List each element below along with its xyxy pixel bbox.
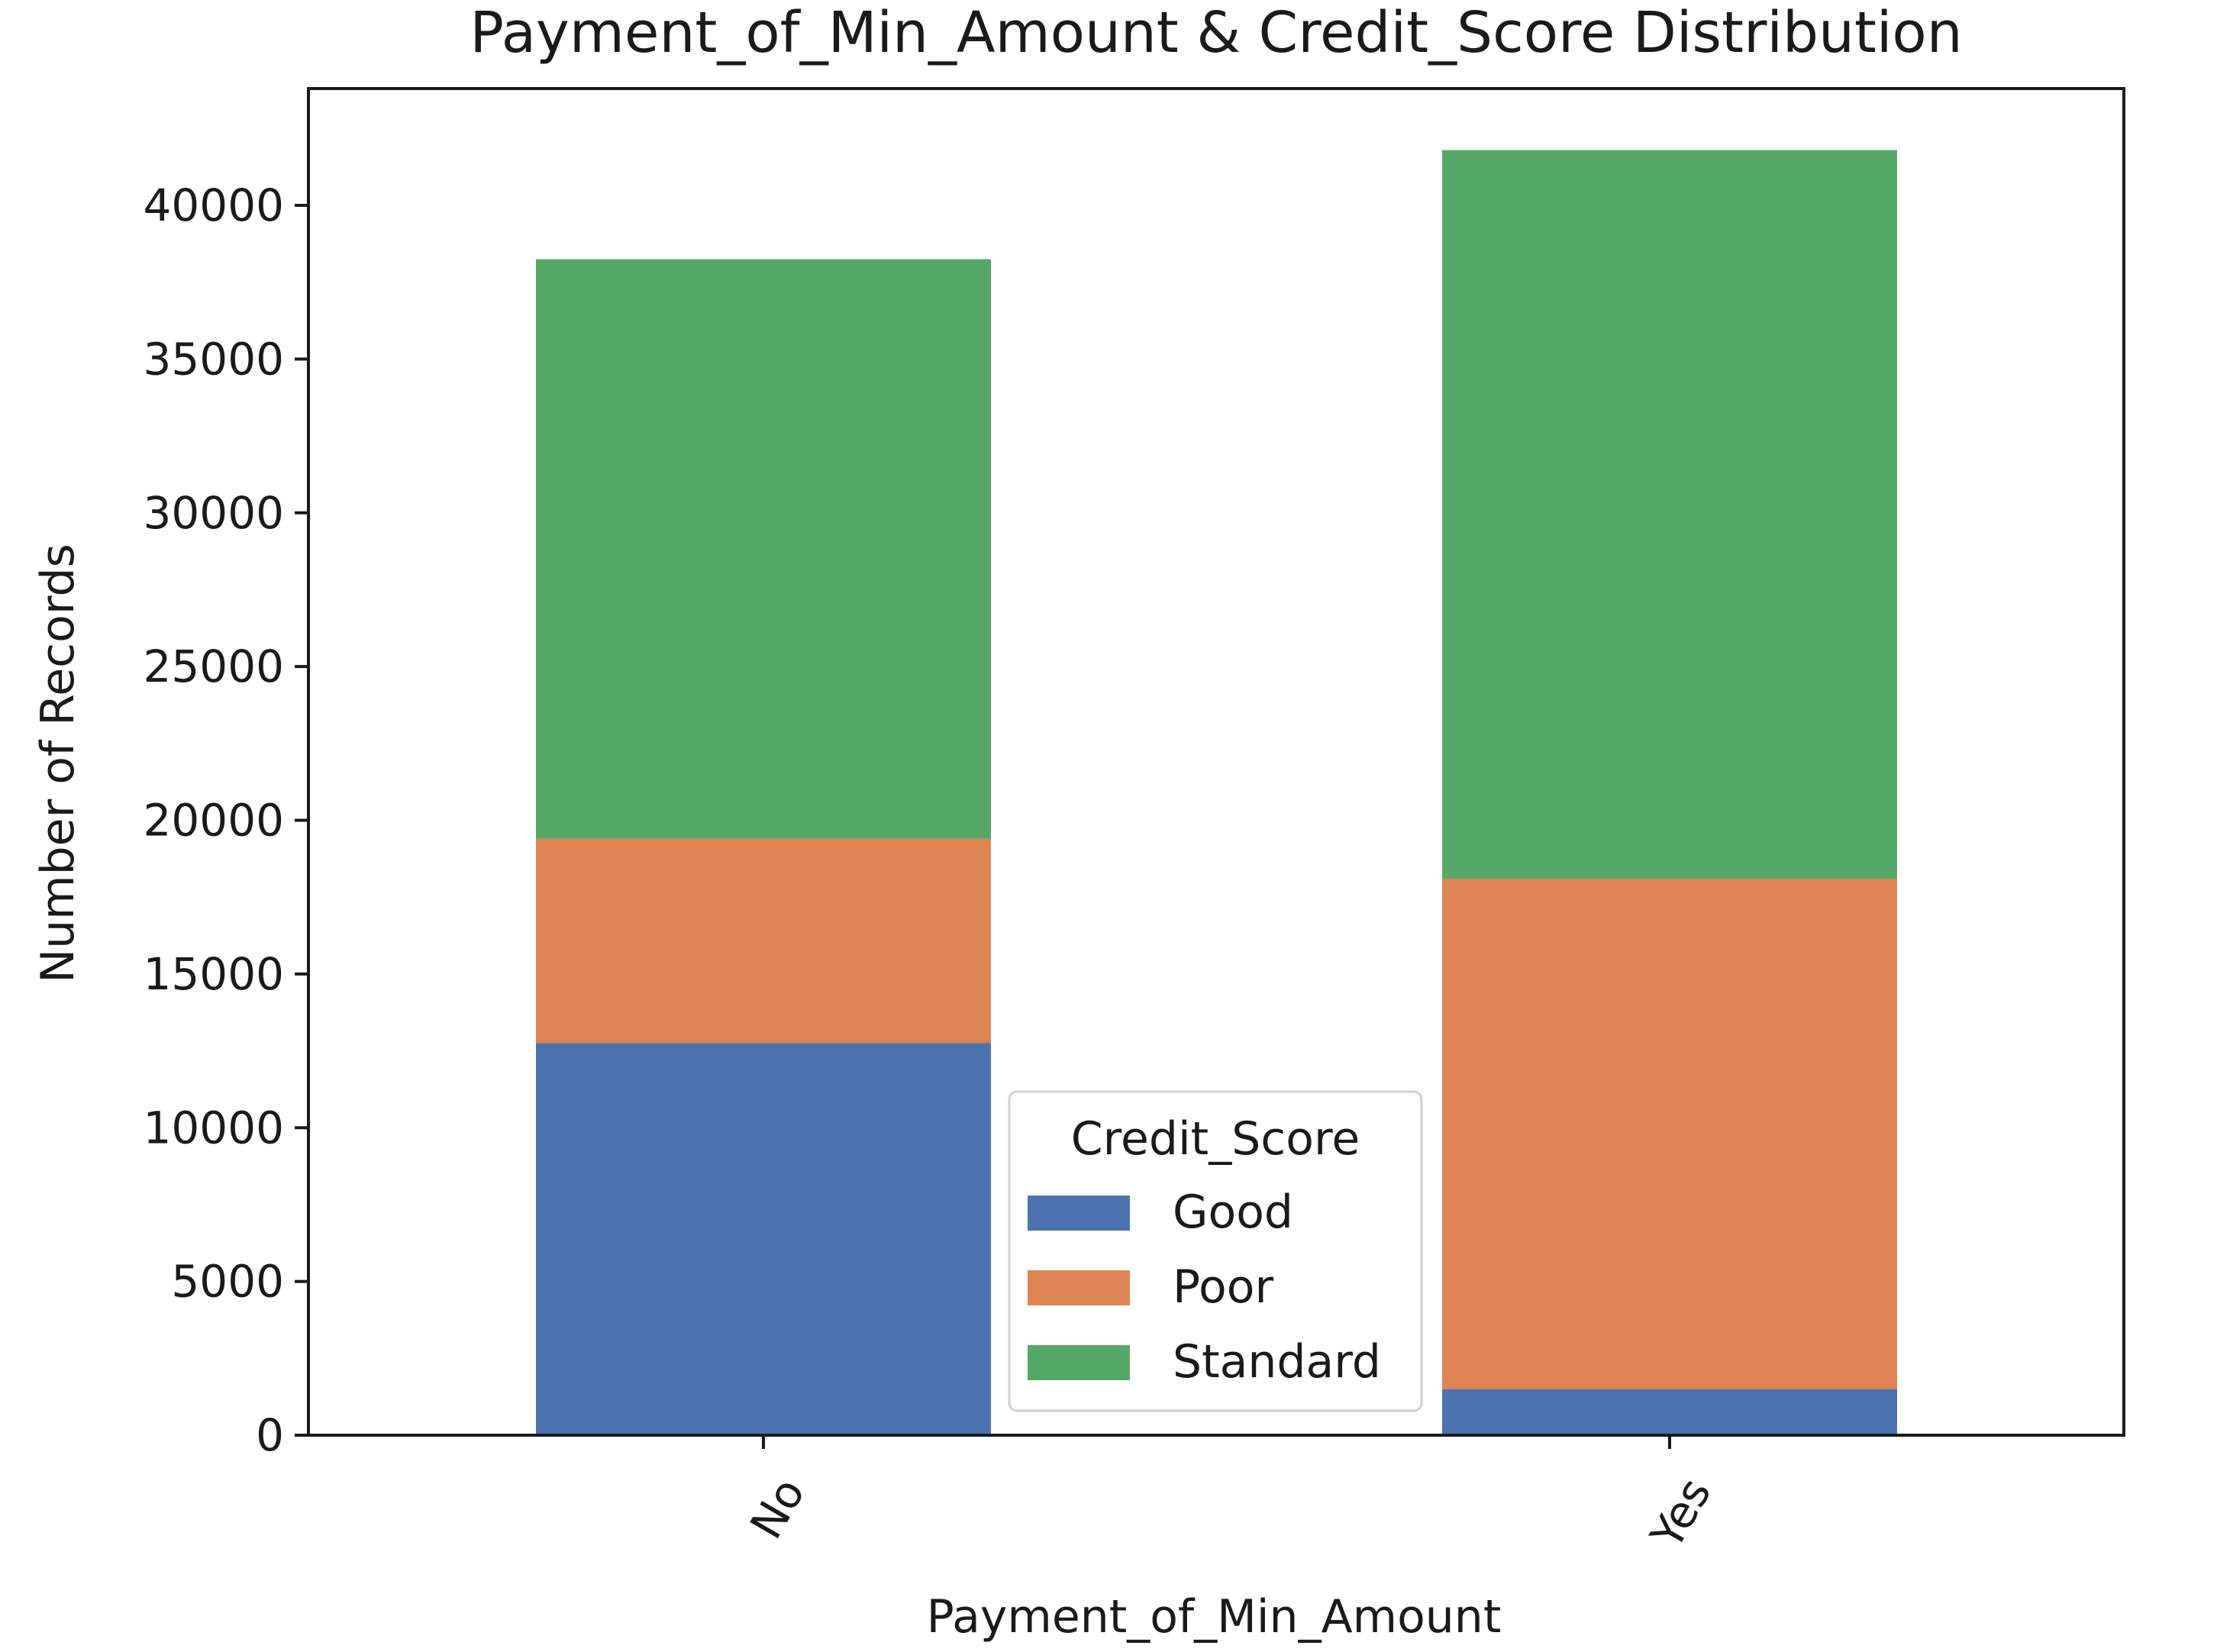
plot-frame bbox=[307, 87, 2125, 1437]
bar-no-standard bbox=[536, 259, 991, 839]
legend-swatch-good bbox=[1028, 1195, 1130, 1231]
legend-swatch-poor bbox=[1028, 1270, 1130, 1305]
y-tick-label: 15000 bbox=[143, 948, 284, 1000]
legend-title: Credit_Score bbox=[1071, 1112, 1360, 1166]
bar-yes-good bbox=[1442, 1389, 1897, 1435]
legend-box bbox=[1008, 1090, 1423, 1412]
bar-yes-poor bbox=[1442, 879, 1897, 1389]
x-axis: No Yes bbox=[740, 1435, 1722, 1558]
chart-title: Payment_of_Min_Amount & Credit_Score Dis… bbox=[470, 0, 1962, 66]
y-tick-label: 35000 bbox=[143, 333, 284, 385]
bar-no-good bbox=[536, 1043, 991, 1435]
x-tick-label-no: No bbox=[740, 1470, 815, 1547]
y-tick-label: 25000 bbox=[143, 640, 284, 692]
legend: Credit_Score Good Poor Standard bbox=[1008, 1090, 1423, 1412]
x-axis-label: Payment_of_Min_Amount bbox=[927, 1590, 1502, 1644]
legend-label-standard: Standard bbox=[1173, 1335, 1381, 1389]
y-tick-label: 5000 bbox=[171, 1256, 284, 1308]
bars-layer bbox=[536, 150, 1897, 1435]
x-tick-label-yes: Yes bbox=[1640, 1470, 1721, 1558]
legend-label-poor: Poor bbox=[1173, 1260, 1273, 1314]
y-tick-label: 30000 bbox=[143, 487, 284, 539]
legend-swatch-standard bbox=[1028, 1345, 1130, 1380]
bar-yes-standard bbox=[1442, 150, 1897, 879]
y-tick-label: 20000 bbox=[143, 795, 284, 847]
y-tick-label: 40000 bbox=[143, 179, 284, 231]
y-tick-label: 10000 bbox=[143, 1102, 284, 1153]
y-axis-label: Number of Records bbox=[31, 544, 85, 983]
bar-no-poor bbox=[536, 838, 991, 1044]
y-tick-label: 0 bbox=[256, 1409, 284, 1461]
legend-label-good: Good bbox=[1173, 1186, 1293, 1239]
y-axis: 0 5000 10000 15000 20000 25000 30000 35000 40000 bbox=[143, 179, 308, 1461]
